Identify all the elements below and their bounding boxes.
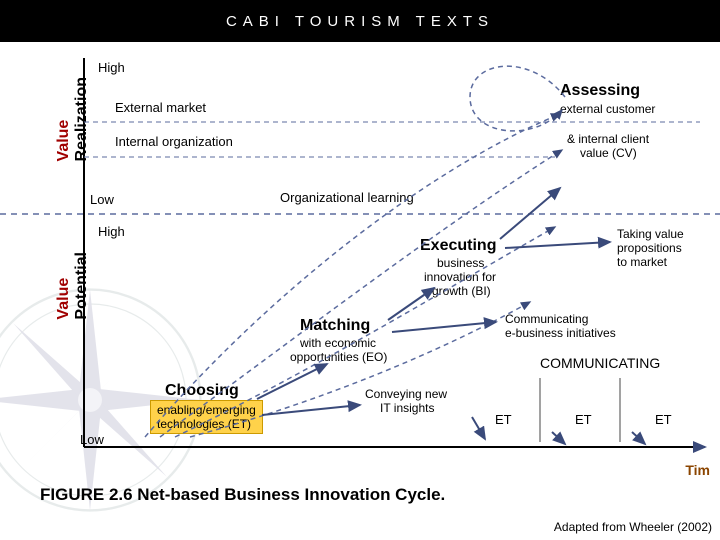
matching-sub2: opportunities (EO) bbox=[290, 350, 387, 364]
comm-2: e-business initiatives bbox=[505, 326, 616, 340]
executing-sub2: innovation for bbox=[424, 270, 496, 284]
assessing-sub2: & internal client bbox=[567, 132, 649, 146]
low-1: Low bbox=[90, 192, 114, 207]
diagram-area: ValueRealization ValuePotential High Low… bbox=[0, 42, 720, 462]
executing-sub3: growth (BI) bbox=[432, 284, 491, 298]
taking-2: propositions bbox=[617, 241, 682, 255]
assessing-heading: Assessing bbox=[560, 82, 640, 100]
low-2: Low bbox=[80, 432, 104, 447]
taking-3: to market bbox=[617, 255, 667, 269]
executing-heading: Executing bbox=[420, 237, 496, 255]
choosing-heading: Choosing bbox=[165, 382, 239, 400]
assessing-sub1: external customer bbox=[560, 102, 655, 116]
conveying-1: Conveying new bbox=[365, 387, 447, 401]
figure-caption: FIGURE 2.6 Net-based Business Innovation… bbox=[40, 485, 445, 505]
high-1: High bbox=[98, 60, 125, 75]
matching-heading: Matching bbox=[300, 317, 370, 335]
org-learning-label: Organizational learning bbox=[280, 190, 414, 205]
et-3: ET bbox=[655, 412, 672, 427]
y-axis-realization: ValueRealization bbox=[55, 77, 91, 161]
external-market-label: External market bbox=[115, 100, 206, 115]
et-1: ET bbox=[495, 412, 512, 427]
header-bar: CABI TOURISM TEXTS bbox=[0, 0, 720, 42]
y-axis-potential: ValuePotential bbox=[55, 252, 91, 320]
et-2: ET bbox=[575, 412, 592, 427]
taking-1: Taking value bbox=[617, 227, 684, 241]
matching-sub1: with economic bbox=[300, 336, 376, 350]
choosing-highlight-box: enabling/emergingtechnologies (ET) bbox=[150, 400, 263, 434]
high-2: High bbox=[98, 224, 125, 239]
comm-1: Communicating bbox=[505, 312, 588, 326]
conveying-2: IT insights bbox=[380, 401, 434, 415]
executing-sub1: business bbox=[437, 256, 484, 270]
assessing-sub3: value (CV) bbox=[580, 146, 637, 160]
internal-org-label: Internal organization bbox=[115, 134, 233, 149]
time-axis-label: Tim bbox=[685, 462, 710, 478]
adapted-credit: Adapted from Wheeler (2002) bbox=[554, 520, 712, 534]
communicating-label: COMMUNICATING bbox=[540, 355, 660, 371]
